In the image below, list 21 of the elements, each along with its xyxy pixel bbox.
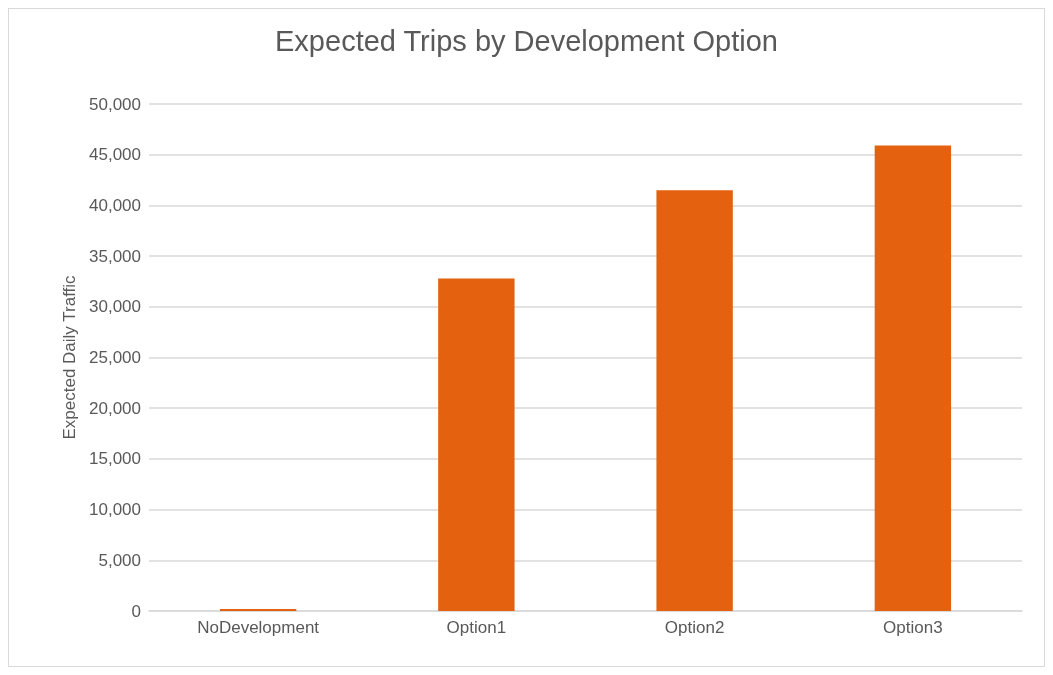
y-tick-label: 50,000 <box>89 94 141 114</box>
x-tick-label: Option1 <box>446 618 507 637</box>
y-axis-title: Expected Daily Traffic <box>60 274 80 440</box>
y-tick-label: 20,000 <box>89 398 141 418</box>
y-tick-label: 35,000 <box>89 246 141 266</box>
y-tick-label: 40,000 <box>89 195 141 215</box>
x-tick-label: NoDevelopment <box>197 618 320 637</box>
bar <box>656 190 733 611</box>
y-tick-label: 0 <box>131 601 141 621</box>
bar <box>438 278 515 611</box>
y-tick-label: 10,000 <box>89 500 141 520</box>
bar <box>219 608 297 611</box>
y-tick-label: 30,000 <box>89 297 141 317</box>
y-tick-label: 15,000 <box>89 449 141 469</box>
y-tick-label: 5,000 <box>98 550 141 570</box>
y-tick-label: 25,000 <box>89 348 141 367</box>
bar <box>874 145 952 611</box>
y-tick-label: 45,000 <box>89 145 141 165</box>
x-tick-label: Option3 <box>883 618 943 637</box>
chart-title: Expected Trips by Development Option <box>275 24 778 57</box>
x-tick-label: Option2 <box>664 618 725 637</box>
